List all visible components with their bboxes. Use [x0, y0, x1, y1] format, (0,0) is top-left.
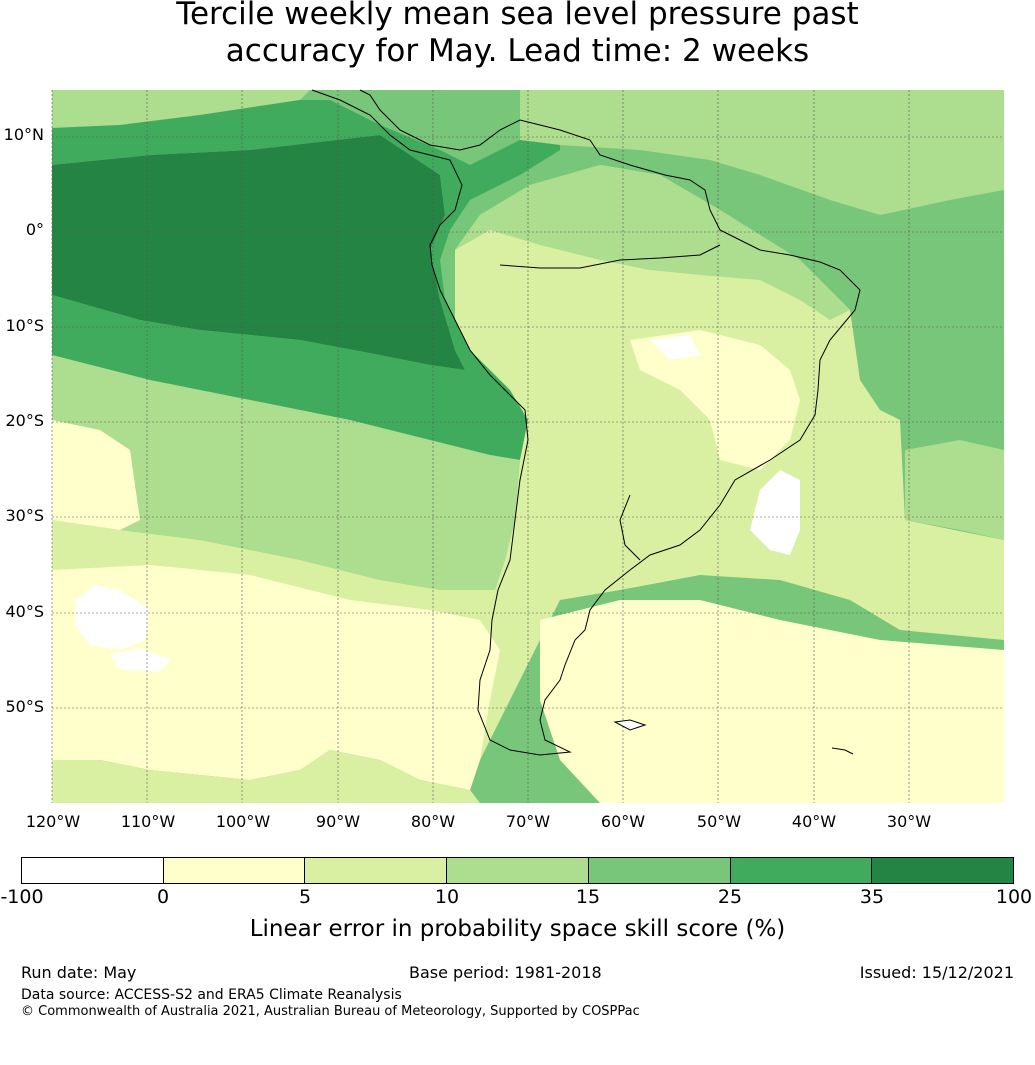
- band-0-5-south: [52, 420, 140, 530]
- cbar-tick-0: 0: [156, 886, 170, 908]
- issued-date: Issued: 15/12/2021: [859, 963, 1014, 982]
- amazon-river: [499, 244, 721, 269]
- cbar-tick-5: 5: [298, 886, 312, 908]
- colorbar: [21, 857, 1014, 884]
- title-line-1: Tercile weekly mean sea level pressure p…: [176, 0, 859, 32]
- patch-negative-4: [650, 335, 700, 360]
- skill-score-map: [51, 89, 1004, 803]
- lat-label-50s: 50°S: [5, 697, 44, 716]
- band-0-5-argentina: [540, 600, 1004, 803]
- colorbar-segment-0: [22, 858, 164, 883]
- lat-label-0: 0°: [25, 220, 44, 239]
- falkland-islands: [613, 719, 647, 731]
- south-america-coastline: [311, 89, 861, 756]
- lat-label-30s: 30°S: [5, 506, 44, 525]
- colorbar-segment-3: [447, 858, 589, 883]
- colorbar-segment-4: [588, 858, 731, 883]
- cbar-tick-25: 25: [717, 886, 743, 908]
- graticule: [51, 90, 1004, 803]
- copyright: © Commonwealth of Australia 2021, Austra…: [21, 1004, 640, 1019]
- colorbar-segment-6: [872, 858, 1014, 883]
- patch-negative-1: [75, 585, 150, 650]
- colorbar-segment-5: [730, 858, 873, 883]
- run-date: Run date: May: [21, 963, 137, 982]
- patch-negative-3: [110, 648, 170, 672]
- map-title: Tercile weekly mean sea level pressure p…: [0, 0, 1035, 70]
- band-0-5-south-main: [52, 565, 500, 790]
- colorbar-segment-1: [163, 858, 306, 883]
- lon-label-100w: 100°W: [215, 812, 271, 831]
- band-10-15-amazon: [455, 165, 850, 320]
- base-period: Base period: 1981-2018: [409, 963, 602, 982]
- band-15-25-atlantic: [860, 250, 1004, 450]
- rio-de-la-plata: [619, 494, 641, 561]
- lon-label-30w: 30°W: [886, 812, 932, 831]
- lon-label-110w: 110°W: [120, 812, 176, 831]
- lat-label-40s: 40°S: [5, 602, 44, 621]
- cbar-tick-100: 100: [995, 886, 1033, 908]
- cbar-tick-15: 15: [575, 886, 601, 908]
- band-10-15-atlantic: [905, 440, 1004, 540]
- band-10-15-caribbean: [520, 90, 1004, 215]
- lon-label-50w: 50°W: [696, 812, 742, 831]
- lat-label-20s: 20°S: [5, 411, 44, 430]
- cbar-tick-minus-100: -100: [0, 886, 44, 908]
- lon-label-40w: 40°W: [791, 812, 837, 831]
- south-georgia: [831, 747, 854, 755]
- patch-negative-2: [750, 470, 800, 555]
- band-10-15-north: [52, 90, 310, 128]
- colorbar-segment-2: [305, 858, 448, 883]
- band-35-100-pacific: [52, 135, 465, 370]
- lon-label-120w: 120°W: [25, 812, 81, 831]
- title-line-2: accuracy for May. Lead time: 2 weeks: [225, 33, 810, 69]
- band-5-10-bottom: [52, 750, 480, 803]
- data-source: Data source: ACCESS-S2 and ERA5 Climate …: [21, 987, 402, 1003]
- band-10-15-south-pacific: [52, 355, 520, 590]
- band-0-5-brazil: [630, 330, 800, 470]
- lon-label-70w: 70°W: [505, 812, 551, 831]
- colorbar-label: Linear error in probability space skill …: [249, 916, 786, 942]
- lon-label-80w: 80°W: [410, 812, 456, 831]
- lat-label-10n: 10°N: [3, 125, 44, 144]
- lat-label-10s: 10°S: [5, 316, 44, 335]
- lon-label-60w: 60°W: [600, 812, 646, 831]
- lon-label-90w: 90°W: [315, 812, 361, 831]
- cbar-tick-35: 35: [859, 886, 885, 908]
- cbar-tick-10: 10: [434, 886, 460, 908]
